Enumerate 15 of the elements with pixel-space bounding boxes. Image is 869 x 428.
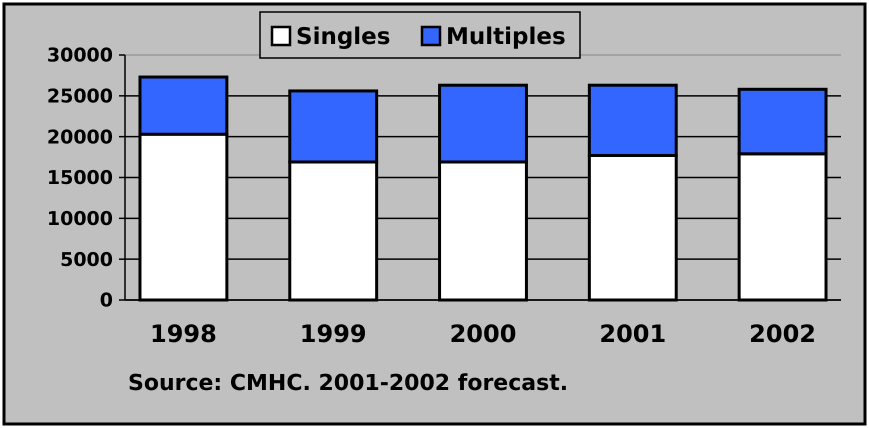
y-tick-label: 20000 xyxy=(46,126,113,148)
y-tick-label: 15000 xyxy=(46,167,113,190)
x-tick-label: 1999 xyxy=(300,320,367,348)
source-note: Source: CMHC. 2001-2002 forecast. xyxy=(128,371,568,396)
x-tick-label: 2002 xyxy=(749,320,816,348)
legend-label: Multiples xyxy=(446,24,566,50)
y-tick-label: 25000 xyxy=(46,85,113,108)
y-tick-label: 0 xyxy=(100,290,113,312)
x-tick-label: 2001 xyxy=(599,320,666,348)
y-tick-label: 10000 xyxy=(46,208,113,230)
y-tick-label: 5000 xyxy=(60,248,113,271)
legend-label: Singles xyxy=(296,24,390,50)
y-tick-label: 30000 xyxy=(46,44,113,67)
x-tick-label: 2000 xyxy=(450,320,516,348)
x-tick-label: 1998 xyxy=(150,320,217,348)
